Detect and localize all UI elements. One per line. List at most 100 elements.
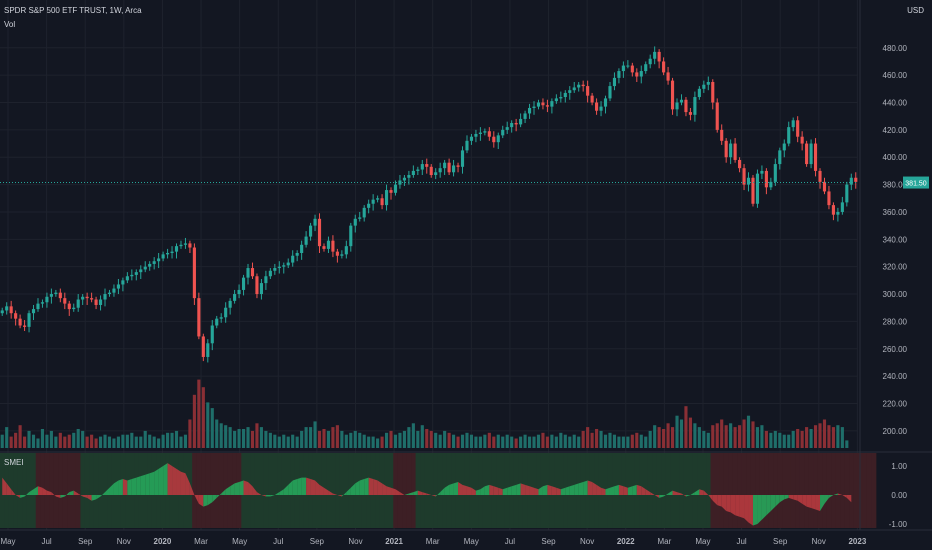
x-tick-label: 2022 <box>617 537 635 546</box>
candle-body <box>519 118 523 125</box>
volume-bar <box>98 436 103 448</box>
smei-segment <box>172 466 177 495</box>
volume-bar <box>688 417 692 448</box>
current-price-badge <box>903 176 929 189</box>
smei-band <box>741 453 747 528</box>
volume-bar <box>738 425 742 448</box>
candle-body <box>255 276 259 295</box>
smei-segment <box>230 483 235 495</box>
candle-body <box>791 120 795 128</box>
volume-bar <box>250 430 255 448</box>
candle <box>18 314 22 329</box>
candle <box>742 164 746 191</box>
volume-bar <box>76 429 80 448</box>
smei-band <box>62 453 68 528</box>
candle <box>505 121 509 134</box>
candle-body <box>201 336 205 357</box>
candle <box>309 222 313 241</box>
candle-body <box>130 274 134 277</box>
volume-bar <box>255 423 259 448</box>
candle <box>684 97 688 117</box>
smei-band <box>335 453 341 528</box>
candle-body <box>268 270 272 277</box>
candle-body <box>335 251 339 256</box>
smei-band <box>661 453 667 528</box>
candle <box>107 289 112 297</box>
candle <box>679 94 684 106</box>
candle-body <box>206 343 210 357</box>
candle-body <box>541 102 545 106</box>
candle-body <box>822 181 827 192</box>
smei-segment <box>502 487 508 495</box>
y-tick-label: 240.00 <box>883 372 908 381</box>
smei-band <box>817 453 823 528</box>
volume-bar <box>393 434 398 448</box>
smei-band <box>272 453 278 528</box>
candle <box>36 298 40 312</box>
candle-body <box>72 307 76 310</box>
smei-band <box>755 453 761 528</box>
candle-body <box>349 225 353 247</box>
smei-segment <box>605 487 610 495</box>
volume-bar <box>188 419 192 448</box>
volume-bar <box>487 432 491 448</box>
smei-band <box>415 453 421 528</box>
smei-segment <box>748 495 753 526</box>
candle-body <box>63 298 67 304</box>
y-tick-label: 260.00 <box>883 345 908 354</box>
volume-bar <box>27 430 31 448</box>
candle <box>501 125 505 139</box>
volume-bar <box>434 432 438 448</box>
x-tick-label: Jul <box>505 537 515 546</box>
volume-bar <box>496 434 500 448</box>
y-tick-label: 440.00 <box>883 99 908 108</box>
smei-segment <box>632 484 637 495</box>
candle <box>134 269 138 281</box>
volume-bar <box>384 432 389 448</box>
smei-band <box>259 453 265 528</box>
candle <box>666 66 670 85</box>
candle-body <box>805 143 809 165</box>
volume-bar <box>179 436 183 448</box>
volume-bar <box>81 430 85 448</box>
smei-segment <box>6 483 12 495</box>
volume-bar <box>586 427 590 448</box>
candle-body <box>98 299 103 305</box>
candle-body <box>505 127 509 130</box>
smei-band <box>808 453 814 528</box>
smei-segment <box>2 477 7 495</box>
y-tick-label: 380.00 <box>883 181 908 190</box>
smei-segment <box>256 492 262 495</box>
volume-bar <box>545 436 549 448</box>
smei-segment <box>609 486 615 495</box>
smei-segment <box>699 489 704 495</box>
candle-body <box>603 98 608 107</box>
smei-segment <box>654 495 660 498</box>
smei-segment <box>828 495 834 498</box>
volume-bar <box>697 427 701 448</box>
smei-segment <box>422 492 427 495</box>
smei-segment <box>583 480 588 495</box>
candle-body <box>273 268 277 271</box>
volume-bar <box>693 423 697 448</box>
volume-bar <box>219 423 223 448</box>
candle-body <box>326 240 331 249</box>
smei-segment <box>520 483 526 495</box>
volume-bar <box>764 430 768 448</box>
candle <box>326 236 331 253</box>
candle-body <box>760 170 764 174</box>
volume-bar <box>447 432 451 448</box>
smei-segment <box>176 468 181 495</box>
volume-bar <box>563 434 567 448</box>
candle-body <box>259 283 263 295</box>
candle-body <box>295 252 299 256</box>
candle <box>376 195 380 203</box>
smei-segment <box>435 492 441 497</box>
candle <box>532 101 536 115</box>
candle-body <box>183 243 188 245</box>
candle-body <box>14 313 18 319</box>
volume-bar <box>380 436 384 448</box>
smei-segment <box>399 492 405 495</box>
candle-body <box>143 266 147 270</box>
